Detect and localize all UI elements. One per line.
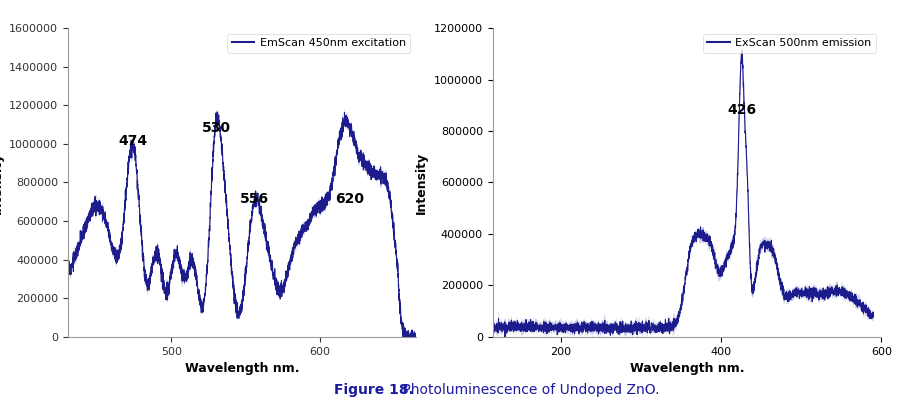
Text: 530: 530 [201,121,230,135]
Text: 556: 556 [239,192,269,206]
Y-axis label: Intensity: Intensity [414,152,428,213]
Legend: EmScan 450nm excitation: EmScan 450nm excitation [228,34,410,53]
Text: 474: 474 [118,134,147,148]
Text: 426: 426 [727,103,756,117]
X-axis label: Wavelength nm.: Wavelength nm. [184,362,299,375]
Text: Photoluminescence of Undoped ZnO.: Photoluminescence of Undoped ZnO. [397,383,658,397]
Text: 620: 620 [334,192,363,206]
X-axis label: Wavelength nm.: Wavelength nm. [629,362,743,375]
Legend: ExScan 500nm emission: ExScan 500nm emission [703,34,875,53]
Y-axis label: Intensity: Intensity [0,152,4,213]
Text: Figure 18.: Figure 18. [334,383,414,397]
